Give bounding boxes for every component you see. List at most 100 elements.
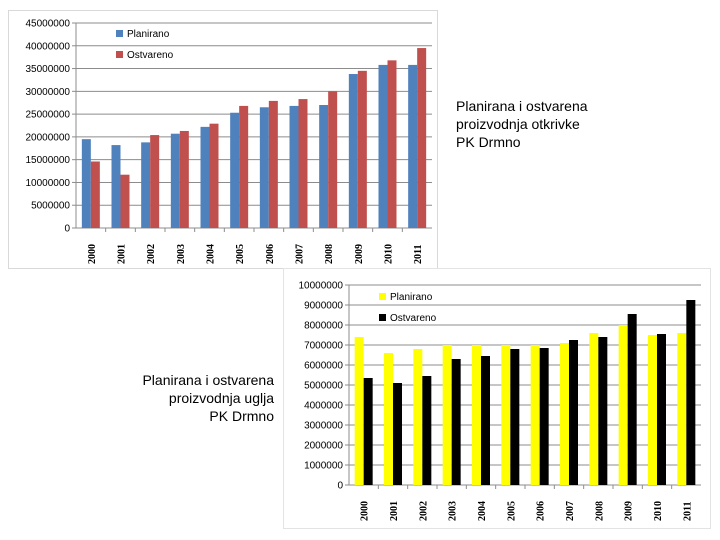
bar-ostvareno-2007 bbox=[569, 340, 578, 485]
x-tick-label: 2007 bbox=[295, 244, 306, 264]
bar-planirano-2009 bbox=[348, 74, 358, 229]
y-tick-label: 0 bbox=[337, 481, 343, 492]
bar-ostvareno-2008 bbox=[598, 337, 608, 485]
legend-label-ostvareno: Ostvareno bbox=[390, 313, 437, 324]
legend-label-ostvareno: Ostvareno bbox=[127, 50, 174, 61]
y-tick-label: 7000000 bbox=[304, 341, 343, 352]
bar-planirano-2001 bbox=[111, 145, 121, 228]
bar-ostvareno-2005 bbox=[239, 105, 249, 228]
y-tick-label: 40000000 bbox=[26, 41, 71, 52]
x-tick-label: 2001 bbox=[389, 501, 400, 521]
bar-planirano-2010 bbox=[648, 335, 657, 485]
caption-line: proizvodnja uglja bbox=[168, 390, 274, 406]
bar-planirano-2007 bbox=[560, 343, 569, 485]
caption-line: Planirana i ostvarena bbox=[456, 98, 588, 114]
y-tick-label: 10000000 bbox=[299, 281, 344, 292]
bar-ostvareno-2006 bbox=[268, 100, 278, 228]
y-tick-label: 6000000 bbox=[304, 361, 343, 372]
caption-line: Planirana i ostvarena bbox=[142, 372, 274, 388]
bar-planirano-2001 bbox=[384, 353, 393, 485]
x-tick-label: 2004 bbox=[477, 501, 488, 521]
bar-ostvareno-2011 bbox=[686, 300, 696, 485]
bar-planirano-2004 bbox=[472, 345, 481, 485]
y-tick-label: 9000000 bbox=[304, 301, 343, 312]
bar-ostvareno-2001 bbox=[120, 174, 130, 228]
y-tick-label: 25000000 bbox=[26, 110, 71, 121]
bar-ostvareno-2004 bbox=[209, 123, 219, 228]
bar-ostvareno-2000 bbox=[363, 378, 373, 485]
bar-ostvareno-2002 bbox=[422, 376, 432, 485]
bar-planirano-2003 bbox=[170, 133, 180, 228]
x-tick-label: 2011 bbox=[413, 245, 424, 264]
legend-label-planirano: Planirano bbox=[390, 292, 433, 303]
bar-planirano-2004 bbox=[200, 126, 210, 228]
x-tick-label: 2005 bbox=[506, 501, 517, 521]
overburden-chart-caption: Planirana i ostvarena proizvodnja otkriv… bbox=[456, 97, 588, 151]
y-tick-label: 8000000 bbox=[304, 321, 343, 332]
x-tick-label: 2000 bbox=[360, 501, 371, 521]
y-tick-label: 1000000 bbox=[304, 461, 343, 472]
y-tick-label: 2000000 bbox=[304, 441, 343, 452]
bar-planirano-2002 bbox=[141, 142, 151, 228]
x-tick-label: 2004 bbox=[206, 244, 217, 264]
bar-ostvareno-2011 bbox=[417, 48, 427, 228]
x-tick-label: 2008 bbox=[594, 501, 605, 521]
overburden-production-chart: 0 5000000 10000000 15000000 20000000 25000000… bbox=[8, 10, 438, 269]
y-tick-label: 3000000 bbox=[304, 421, 343, 432]
bar-planirano-2009 bbox=[618, 325, 628, 485]
bar-ostvareno-2009 bbox=[357, 70, 367, 228]
caption-line: PK Drmno bbox=[456, 134, 521, 150]
bar-planirano-2005 bbox=[230, 112, 240, 228]
bar-planirano-2003 bbox=[442, 345, 452, 485]
bar-planirano-2005 bbox=[501, 345, 511, 485]
coal-production-chart: 0 1000000 2000000 3000000 4000000 5000000 6000… bbox=[283, 268, 711, 529]
x-tick-label: 2009 bbox=[624, 501, 635, 521]
plot-area bbox=[76, 23, 432, 228]
legend-swatch-ostvareno bbox=[116, 51, 123, 58]
bar-ostvareno-2000 bbox=[90, 161, 100, 228]
x-tick-label: 2002 bbox=[146, 244, 157, 264]
bar-planirano-2008 bbox=[319, 105, 329, 228]
bar-ostvareno-2006 bbox=[539, 348, 549, 485]
bar-planirano-2000 bbox=[81, 139, 91, 228]
x-tick-label: 2006 bbox=[265, 244, 276, 264]
bar-ostvareno-2005 bbox=[510, 349, 520, 485]
y-tick-label: 5000000 bbox=[31, 201, 70, 212]
bar-ostvareno-2001 bbox=[393, 383, 402, 485]
bar-ostvareno-2007 bbox=[298, 99, 308, 228]
x-tick-label: 2007 bbox=[565, 501, 576, 521]
x-tick-label: 2002 bbox=[418, 501, 429, 521]
bar-planirano-2000 bbox=[354, 337, 364, 485]
bar-ostvareno-2010 bbox=[657, 334, 666, 485]
y-tick-label: 20000000 bbox=[26, 132, 71, 143]
caption-line: proizvodnja otkrivke bbox=[456, 116, 580, 132]
bar-planirano-2006 bbox=[259, 107, 269, 228]
y-tick-label: 30000000 bbox=[26, 87, 71, 98]
bar-planirano-2008 bbox=[589, 333, 599, 485]
bar-ostvareno-2003 bbox=[179, 130, 189, 228]
legend-label-planirano: Planirano bbox=[127, 29, 170, 40]
bar-ostvareno-2003 bbox=[451, 359, 461, 485]
bar-planirano-2011 bbox=[408, 64, 418, 229]
y-tick-label: 45000000 bbox=[26, 19, 71, 30]
bar-ostvareno-2004 bbox=[481, 356, 490, 485]
x-tick-label: 2006 bbox=[536, 501, 547, 521]
bar-planirano-2007 bbox=[289, 105, 299, 228]
bar-planirano-2006 bbox=[530, 345, 540, 485]
x-tick-label: 2008 bbox=[324, 244, 335, 264]
bar-ostvareno-2009 bbox=[627, 314, 637, 485]
x-tick-label: 2010 bbox=[653, 501, 664, 521]
x-tick-label: 2005 bbox=[235, 244, 246, 264]
x-tick-label: 2009 bbox=[354, 244, 365, 264]
y-tick-label: 5000000 bbox=[304, 381, 343, 392]
y-tick-label: 35000000 bbox=[26, 64, 71, 75]
y-tick-label: 10000000 bbox=[26, 178, 71, 189]
caption-line: PK Drmno bbox=[209, 408, 274, 424]
x-tick-label: 2003 bbox=[448, 501, 459, 521]
x-tick-label: 2011 bbox=[682, 502, 693, 521]
x-tick-label: 2003 bbox=[176, 244, 187, 264]
x-tick-label: 2000 bbox=[87, 244, 98, 264]
y-tick-label: 15000000 bbox=[26, 155, 71, 166]
y-tick-label: 0 bbox=[64, 224, 70, 235]
bar-ostvareno-2002 bbox=[150, 135, 160, 228]
